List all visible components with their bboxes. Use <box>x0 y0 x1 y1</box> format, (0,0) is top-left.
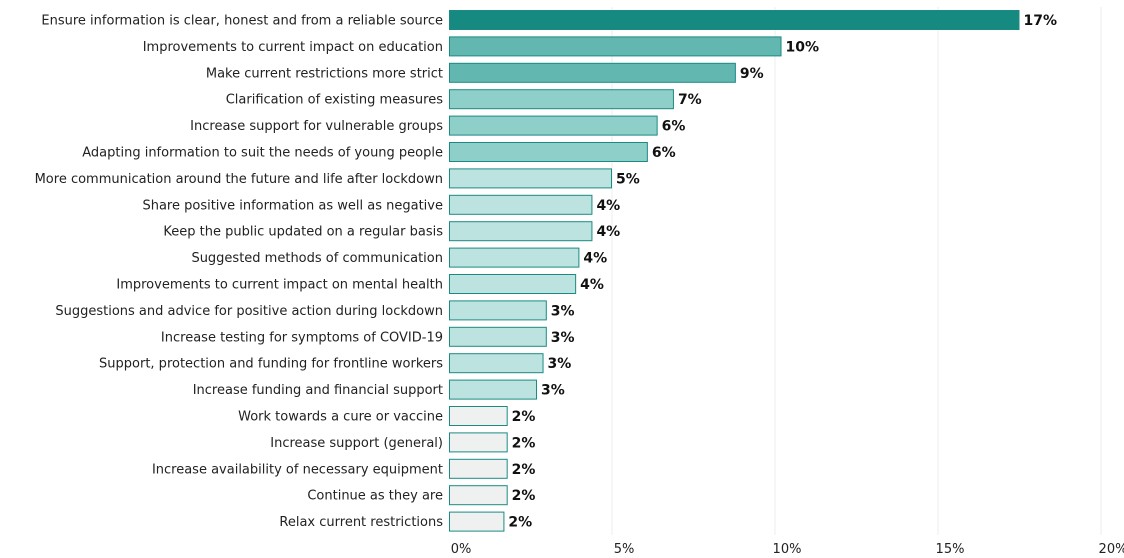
value-label: 6% <box>662 119 686 135</box>
value-label: 2% <box>512 409 536 425</box>
bar <box>449 432 508 453</box>
value-label: 2% <box>512 435 536 451</box>
category-label: Support, protection and funding for fron… <box>99 357 443 372</box>
bar <box>449 115 658 136</box>
gridlines <box>611 7 1102 535</box>
category-label: Relax current restrictions <box>279 515 443 530</box>
value-label: 4% <box>596 198 620 214</box>
bar <box>449 458 508 479</box>
bar <box>449 326 547 347</box>
value-label: 2% <box>512 488 536 504</box>
category-label: Continue as they are <box>307 489 443 504</box>
category-label: Suggestions and advice for positive acti… <box>55 304 443 319</box>
value-label: 2% <box>512 462 536 478</box>
category-label: Improvements to current impact on mental… <box>116 278 443 293</box>
category-label: Clarification of existing measures <box>226 93 443 108</box>
bar <box>449 511 505 532</box>
category-label: Increase support (general) <box>270 436 443 451</box>
value-label: 4% <box>580 277 604 293</box>
value-label: 10% <box>786 39 820 55</box>
category-label: Share positive information as well as ne… <box>142 198 443 213</box>
value-label: 4% <box>596 224 620 240</box>
x-tick-label: 15% <box>936 542 965 557</box>
category-label: Work towards a cure or vaccine <box>238 410 443 425</box>
bar <box>449 89 674 110</box>
bars <box>449 10 1020 532</box>
bar <box>449 221 593 242</box>
bar <box>449 247 580 268</box>
bar <box>449 10 1020 30</box>
value-label: 6% <box>652 145 676 161</box>
value-label: 3% <box>551 330 575 346</box>
bar <box>449 353 544 374</box>
value-label: 3% <box>548 356 572 372</box>
category-label: Increase testing for symptoms of COVID-1… <box>161 330 443 345</box>
category-label: Suggested methods of communication <box>191 251 443 266</box>
bar <box>449 406 508 426</box>
category-labels: Ensure information is clear, honest and … <box>35 14 444 531</box>
category-label: More communication around the future and… <box>35 172 443 187</box>
category-label: Improvements to current impact on educat… <box>143 40 443 55</box>
bar <box>449 194 593 215</box>
category-label: Ensure information is clear, honest and … <box>41 14 443 29</box>
x-axis-ticks: 0% 5% 10% 15% 20% <box>451 542 1124 557</box>
category-label: Increase availability of necessary equip… <box>152 462 443 477</box>
x-tick-label: 10% <box>773 542 802 557</box>
value-label: 4% <box>583 251 607 267</box>
bar <box>449 274 577 294</box>
category-label: Make current restrictions more strict <box>206 66 443 81</box>
bar <box>449 300 547 321</box>
bar <box>449 62 736 83</box>
value-label: 2% <box>508 515 532 531</box>
x-tick-label: 5% <box>614 542 635 557</box>
bar <box>449 36 782 57</box>
category-label: Increase support for vulnerable groups <box>190 119 443 134</box>
value-labels: 17% 10% 9% 7% 6% 6% 5% 4% 4% 4% 4% 3% 3% 3% 3% 2% 2% 2% 2%… <box>508 13 1057 531</box>
value-label: 3% <box>541 383 565 399</box>
x-tick-label: 0% <box>451 542 472 557</box>
category-label: Adapting information to suit the needs o… <box>82 146 443 161</box>
value-label: 9% <box>740 66 764 82</box>
value-label: 17% <box>1024 13 1058 29</box>
category-label: Increase funding and financial support <box>193 383 443 398</box>
bar <box>449 168 612 189</box>
value-label: 5% <box>616 171 640 187</box>
bar <box>449 379 538 400</box>
x-tick-label: 20% <box>1099 542 1124 557</box>
bar <box>449 485 508 506</box>
bar <box>449 142 648 162</box>
value-label: 3% <box>551 303 575 319</box>
value-label: 7% <box>678 92 702 108</box>
category-label: Keep the public updated on a regular bas… <box>163 225 443 240</box>
